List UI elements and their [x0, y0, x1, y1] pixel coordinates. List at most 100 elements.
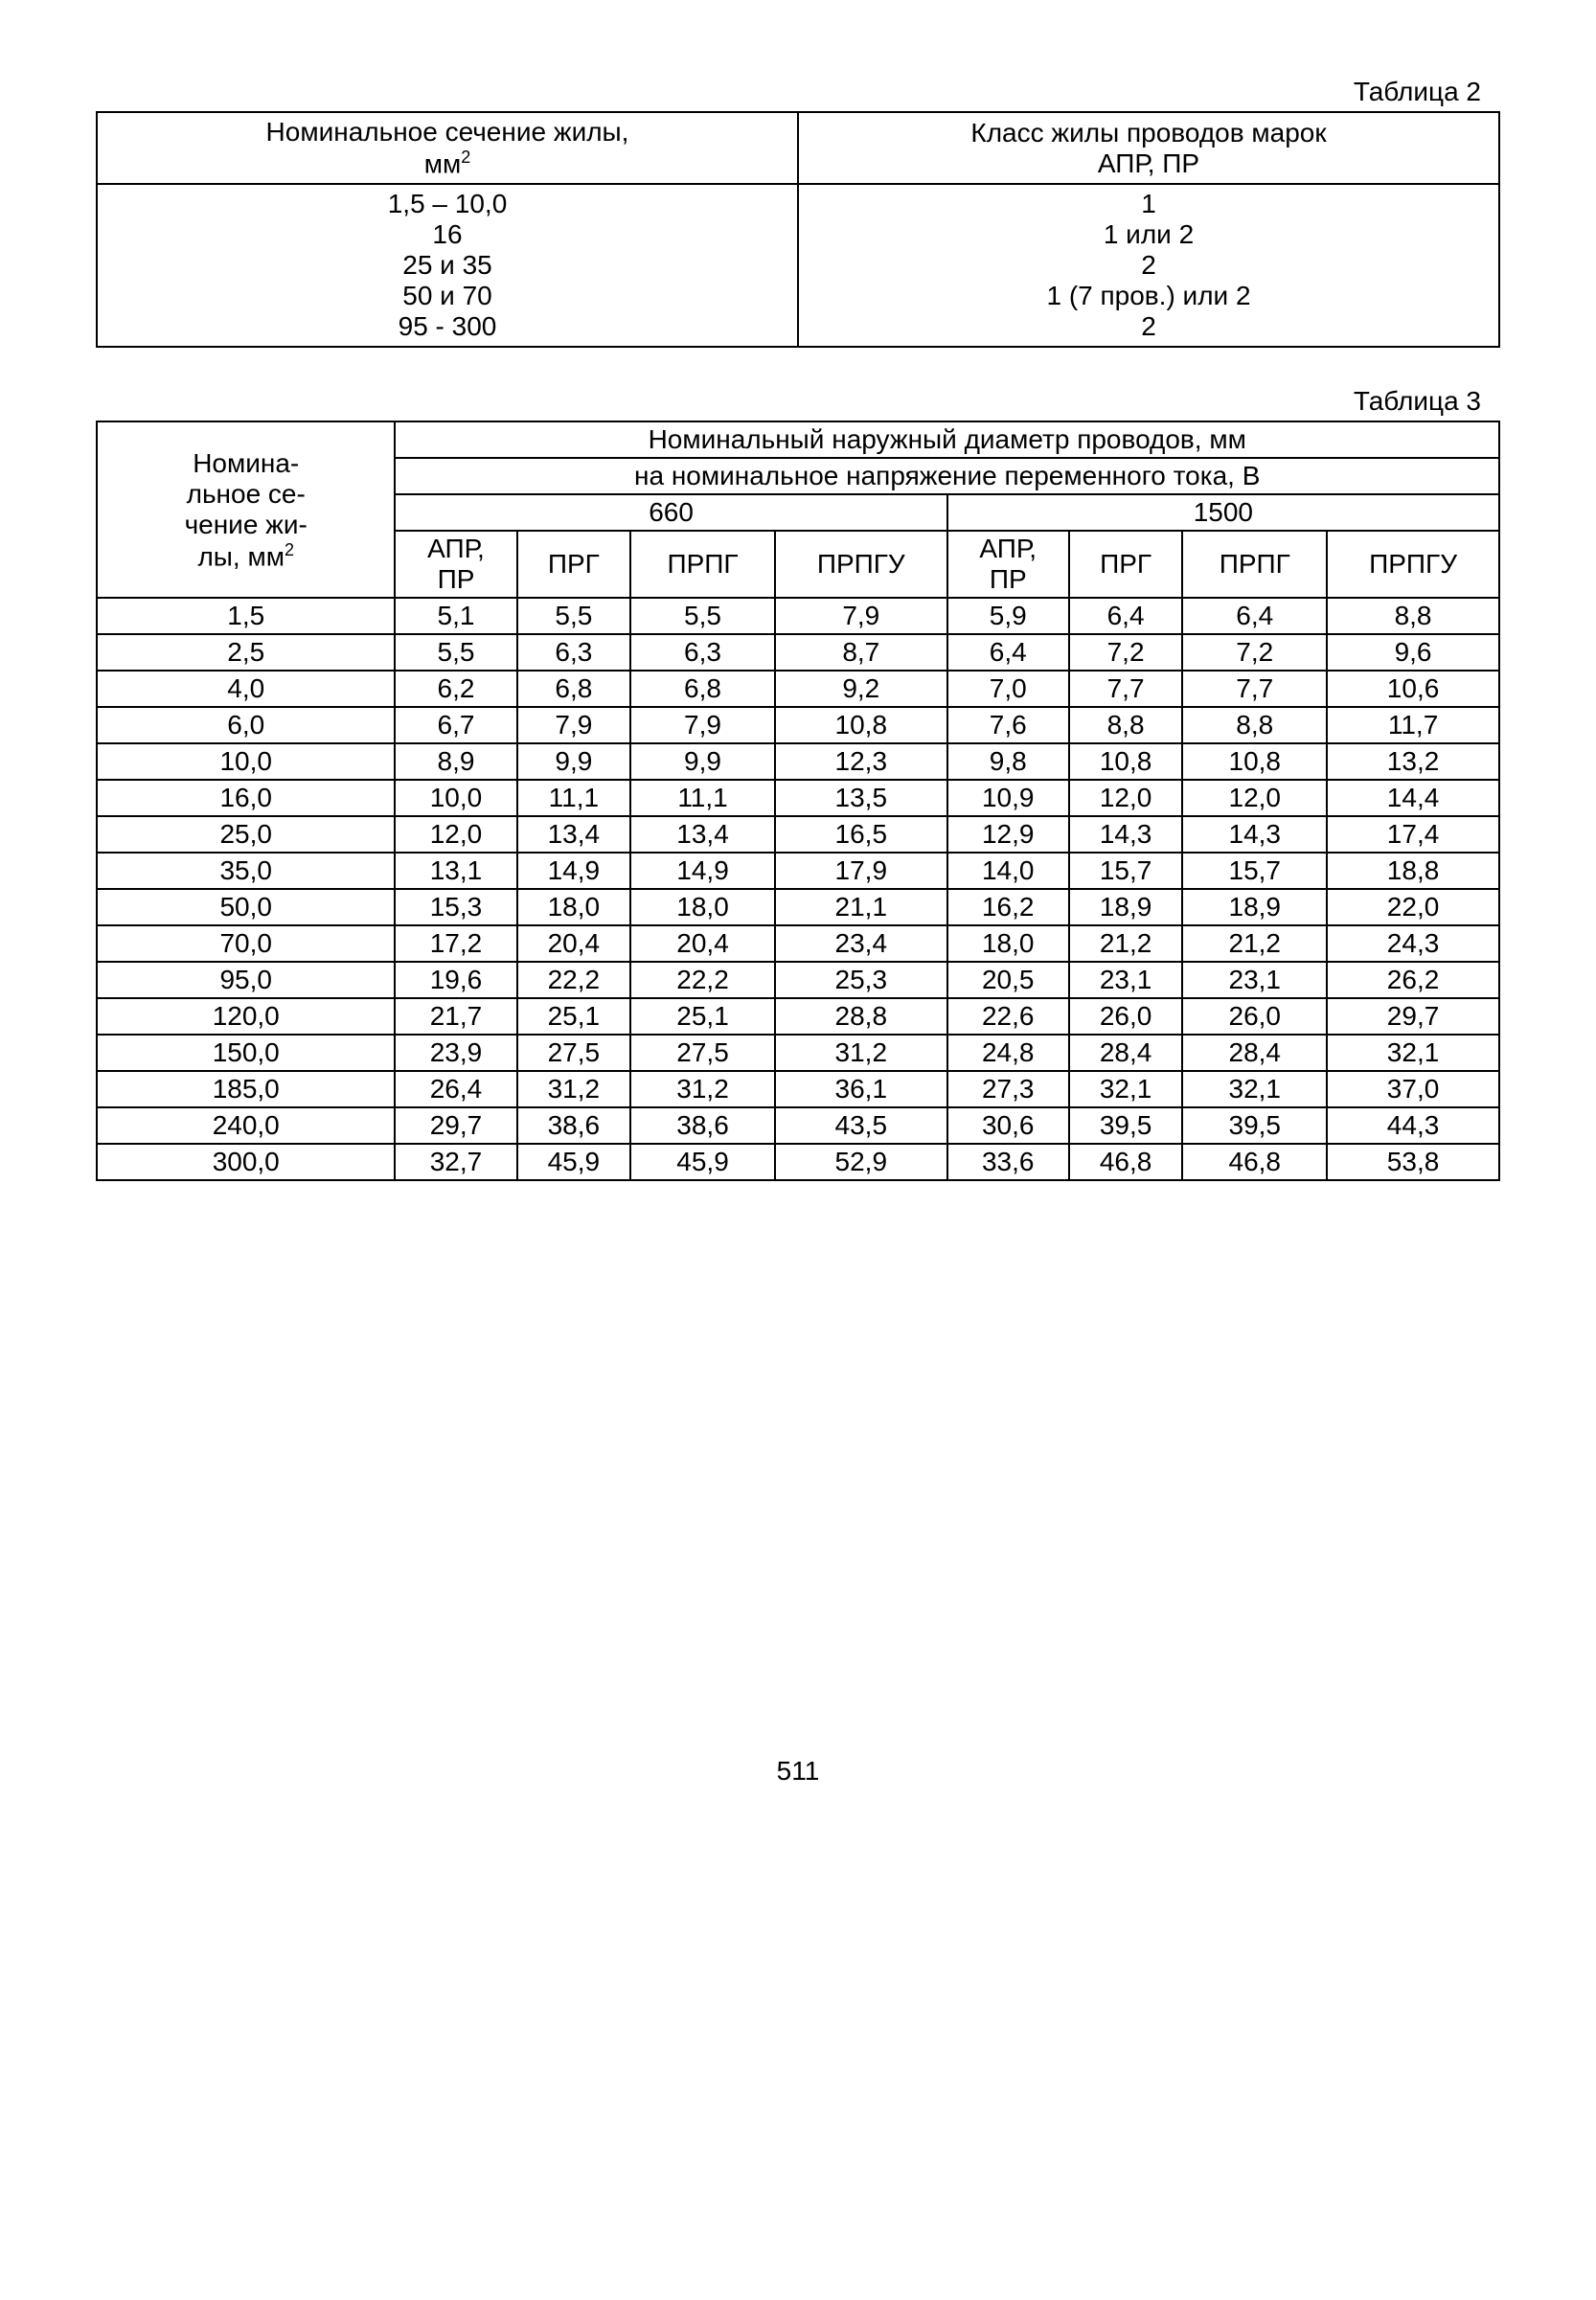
t3-value-cell: 8,8 — [1327, 598, 1499, 634]
t3-value-cell: 23,4 — [775, 925, 947, 962]
t3-value-cell: 20,4 — [517, 925, 631, 962]
t3-value-cell: 21,2 — [1069, 925, 1183, 962]
table-row: 4,06,26,86,89,27,07,77,710,6 — [97, 671, 1499, 707]
t3-value-cell: 25,1 — [630, 998, 775, 1035]
t3-col-1: ПРГ — [517, 531, 631, 598]
t2-header-col2: Класс жилы проводов марок АПР, ПР — [798, 112, 1499, 184]
t3-sub-header: на номинальное напряжение переменного то… — [395, 458, 1499, 494]
t3-value-cell: 7,2 — [1182, 634, 1327, 671]
t3-value-cell: 6,2 — [395, 671, 516, 707]
table-row: 150,023,927,527,531,224,828,428,432,1 — [97, 1035, 1499, 1071]
t3-section-cell: 120,0 — [97, 998, 395, 1035]
t3-col-4: АПР,ПР — [947, 531, 1069, 598]
table-row: 185,026,431,231,236,127,332,132,137,0 — [97, 1071, 1499, 1107]
t3-value-cell: 14,9 — [517, 853, 631, 889]
t3-value-cell: 6,3 — [630, 634, 775, 671]
t3-value-cell: 39,5 — [1182, 1107, 1327, 1144]
t3-value-cell: 46,8 — [1069, 1144, 1183, 1180]
t3-value-cell: 23,9 — [395, 1035, 516, 1071]
t2-header-col1: Номинальное сечение жилы, мм2 — [97, 112, 798, 184]
t3-value-cell: 14,3 — [1069, 816, 1183, 853]
t3-value-cell: 5,1 — [395, 598, 516, 634]
t3-value-cell: 22,2 — [630, 962, 775, 998]
t3-value-cell: 13,1 — [395, 853, 516, 889]
t3-value-cell: 26,2 — [1327, 962, 1499, 998]
t3-value-cell: 13,4 — [630, 816, 775, 853]
t3-col-5: ПРГ — [1069, 531, 1183, 598]
t2-body-col2: 1 1 или 2 2 1 (7 пров.) или 2 2 — [798, 184, 1499, 347]
t3-value-cell: 25,1 — [517, 998, 631, 1035]
t3-value-cell: 7,9 — [630, 707, 775, 743]
t2-r0-c2: 1 — [810, 189, 1487, 219]
t3-value-cell: 21,7 — [395, 998, 516, 1035]
t3-value-cell: 32,7 — [395, 1144, 516, 1180]
t3-value-cell: 16,2 — [947, 889, 1069, 925]
t2-r4-c2: 2 — [810, 311, 1487, 342]
t3-value-cell: 27,5 — [517, 1035, 631, 1071]
t3-value-cell: 12,0 — [1069, 780, 1183, 816]
table-3: Номина- льное се- чение жи- лы, мм2 Номи… — [96, 421, 1500, 1181]
t3-value-cell: 9,9 — [630, 743, 775, 780]
t3-value-cell: 18,9 — [1069, 889, 1183, 925]
t3-value-cell: 10,9 — [947, 780, 1069, 816]
t3-col-7: ПРПГУ — [1327, 531, 1499, 598]
t3-rh-l2: льное се- — [187, 479, 306, 509]
t3-value-cell: 23,1 — [1182, 962, 1327, 998]
t3-value-cell: 14,3 — [1182, 816, 1327, 853]
t3-section-cell: 6,0 — [97, 707, 395, 743]
t3-value-cell: 53,8 — [1327, 1144, 1499, 1180]
t3-value-cell: 17,9 — [775, 853, 947, 889]
t3-value-cell: 18,9 — [1182, 889, 1327, 925]
table-row: 35,013,114,914,917,914,015,715,718,8 — [97, 853, 1499, 889]
t3-value-cell: 9,8 — [947, 743, 1069, 780]
t3-value-cell: 13,4 — [517, 816, 631, 853]
t3-value-cell: 6,8 — [517, 671, 631, 707]
table-row: 16,010,011,111,113,510,912,012,014,4 — [97, 780, 1499, 816]
t3-section-cell: 185,0 — [97, 1071, 395, 1107]
t3-value-cell: 9,2 — [775, 671, 947, 707]
t2-h1-sup: 2 — [461, 148, 470, 167]
t3-section-cell: 50,0 — [97, 889, 395, 925]
t3-value-cell: 26,4 — [395, 1071, 516, 1107]
t3-section-cell: 300,0 — [97, 1144, 395, 1180]
t3-value-cell: 46,8 — [1182, 1144, 1327, 1180]
t3-section-cell: 70,0 — [97, 925, 395, 962]
t3-value-cell: 38,6 — [630, 1107, 775, 1144]
t3-value-cell: 6,3 — [517, 634, 631, 671]
t3-value-cell: 21,2 — [1182, 925, 1327, 962]
t3-value-cell: 8,9 — [395, 743, 516, 780]
t3-value-cell: 29,7 — [1327, 998, 1499, 1035]
t3-section-cell: 10,0 — [97, 743, 395, 780]
t3-value-cell: 12,0 — [395, 816, 516, 853]
t3-value-cell: 16,5 — [775, 816, 947, 853]
t3-col-0-l1: АПР, — [427, 534, 485, 563]
t3-rh-l3: чение жи- — [185, 510, 308, 539]
t3-value-cell: 7,7 — [1069, 671, 1183, 707]
table-row: 50,015,318,018,021,116,218,918,922,0 — [97, 889, 1499, 925]
t3-top-header: Номинальный наружный диаметр проводов, м… — [395, 421, 1499, 458]
t3-value-cell: 39,5 — [1069, 1107, 1183, 1144]
t3-value-cell: 6,8 — [630, 671, 775, 707]
t3-section-cell: 25,0 — [97, 816, 395, 853]
table-row: 300,032,745,945,952,933,646,846,853,8 — [97, 1144, 1499, 1180]
t3-value-cell: 23,1 — [1069, 962, 1183, 998]
t3-section-cell: 4,0 — [97, 671, 395, 707]
t3-value-cell: 32,1 — [1182, 1071, 1327, 1107]
t3-value-cell: 13,5 — [775, 780, 947, 816]
table-row: 95,019,622,222,225,320,523,123,126,2 — [97, 962, 1499, 998]
t3-value-cell: 11,1 — [630, 780, 775, 816]
table-row: 25,012,013,413,416,512,914,314,317,4 — [97, 816, 1499, 853]
t3-value-cell: 5,9 — [947, 598, 1069, 634]
t3-value-cell: 20,4 — [630, 925, 775, 962]
table-2: Номинальное сечение жилы, мм2 Класс жилы… — [96, 111, 1500, 348]
t3-value-cell: 8,7 — [775, 634, 947, 671]
t3-value-cell: 9,6 — [1327, 634, 1499, 671]
t3-value-cell: 12,9 — [947, 816, 1069, 853]
t3-rh-l1: Номина- — [193, 448, 299, 478]
t2-r4-c1: 95 - 300 — [109, 311, 786, 342]
t2-h2-l1: Класс жилы проводов марок — [970, 118, 1326, 148]
t2-h2-l2: АПР, ПР — [1098, 148, 1199, 178]
t3-value-cell: 26,0 — [1182, 998, 1327, 1035]
t3-value-cell: 19,6 — [395, 962, 516, 998]
t3-section-cell: 95,0 — [97, 962, 395, 998]
